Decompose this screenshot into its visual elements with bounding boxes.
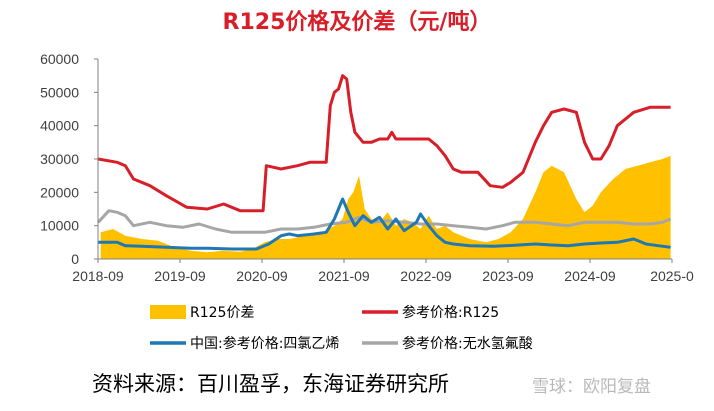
x-tick-label: 2019-09	[154, 268, 206, 284]
x-tick-label: 2022-09	[400, 268, 452, 284]
series-area-spread	[100, 155, 671, 259]
y-tick-label: 30000	[40, 151, 79, 167]
series-line-2	[98, 197, 671, 251]
x-tick-label: 2025-0	[650, 268, 694, 284]
series-line-1	[97, 74, 671, 213]
y-tick-label: 0	[71, 251, 79, 267]
x-tick-label: 2021-09	[318, 268, 370, 284]
y-tick-label: 60000	[40, 51, 79, 67]
y-tick-label: 40000	[40, 118, 79, 134]
y-tick-label: 10000	[40, 218, 79, 234]
x-tick-label: 2018-09	[72, 268, 124, 284]
legend-label: 参考价格:无水氢氟酸	[402, 335, 533, 352]
source-note: 资料来源：百川盈孚，东海证券研究所	[92, 372, 449, 396]
y-tick-label: 20000	[40, 184, 79, 200]
legend-label: 参考价格:R125	[402, 304, 499, 321]
x-tick-label: 2023-09	[482, 268, 534, 284]
y-tick-label: 50000	[40, 84, 79, 100]
chart-title: R125价格及价差（元/吨）	[222, 10, 492, 35]
legend-swatch-area	[150, 305, 186, 319]
watermark-text: 雪球：欧阳复盘	[532, 377, 651, 397]
x-tick-label: 2024-09	[564, 268, 616, 284]
legend-label: R125价差	[190, 305, 254, 321]
x-tick-label: 2020-09	[236, 268, 288, 284]
legend-label: 中国:参考价格:四氯乙烯	[190, 335, 339, 352]
